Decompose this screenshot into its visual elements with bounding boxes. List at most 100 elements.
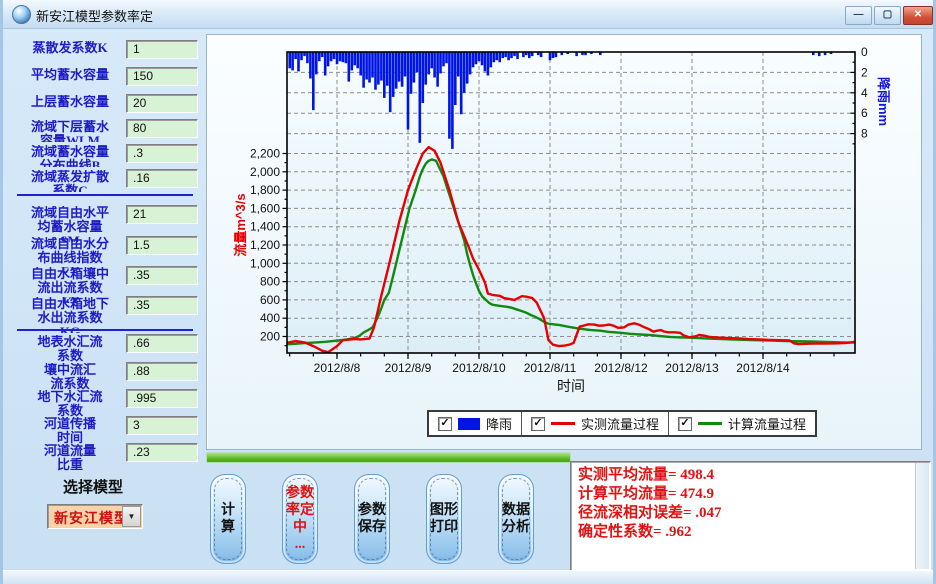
param-label-line: 流域蓄水容量 bbox=[30, 145, 109, 159]
legend-label: 计算流量过程 bbox=[728, 417, 807, 432]
param-label-line: 自由水箱壤中 bbox=[30, 267, 109, 281]
param-label-line: 蒸散发系数K bbox=[32, 41, 108, 55]
param-label-line: 流系数 bbox=[50, 376, 90, 391]
results-text: 实测平均流量= 498.4 计算平均流量= 474.9 径流深相对误差= .047 确… bbox=[578, 466, 912, 542]
param-input-C[interactable]: .16 bbox=[126, 169, 198, 188]
plot-area bbox=[287, 52, 855, 353]
param-label-line: 河道传播 bbox=[43, 417, 96, 431]
observed-flow-line bbox=[286, 145, 855, 354]
param-input-SM[interactable]: 21 bbox=[126, 205, 198, 224]
line-marker-icon bbox=[551, 422, 576, 425]
param-label-line: KG bbox=[59, 324, 81, 334]
param-input-KI[interactable]: .35 bbox=[126, 266, 198, 285]
button-label-line: 参数 bbox=[358, 503, 386, 518]
param-label-CG: 地下水汇流 系数 bbox=[17, 390, 123, 418]
param-input-CR[interactable]: .23 bbox=[126, 443, 198, 462]
calculated-flow-line bbox=[286, 158, 855, 346]
close-button[interactable]: ✕ bbox=[903, 6, 933, 25]
param-input-CI[interactable]: .88 bbox=[126, 362, 198, 381]
button-focus-ring bbox=[286, 478, 314, 560]
param-label-line: 地下水汇流 bbox=[37, 390, 103, 404]
button-label-line: 算 bbox=[221, 520, 235, 535]
param-label-line: 河道流量 bbox=[43, 444, 96, 458]
svg-text:8: 8 bbox=[861, 127, 868, 141]
param-label-line: 上层蓄水容量 bbox=[30, 95, 109, 109]
x-axis-title: 时间 bbox=[557, 378, 585, 394]
param-input-WM[interactable]: 150 bbox=[126, 67, 198, 86]
save-button[interactable]: 参数 保存 bbox=[354, 474, 390, 564]
param-input-KG[interactable]: .35 bbox=[126, 296, 198, 315]
calc-button[interactable]: 计算 bbox=[210, 474, 246, 564]
result-line: 径流深相对误差= .047 bbox=[578, 505, 722, 521]
param-label-line: 壤中流汇 bbox=[43, 363, 96, 377]
param-label-line: 系数 bbox=[56, 403, 83, 418]
svg-text:1,200: 1,200 bbox=[250, 238, 280, 252]
svg-text:2012/8/9: 2012/8/9 bbox=[385, 361, 432, 375]
param-label-C: 流域蒸发扩散 系数C bbox=[17, 170, 123, 192]
param-label-line: 流域下层蓄水 bbox=[30, 120, 109, 134]
app-icon bbox=[12, 5, 31, 24]
results-textbox[interactable]: 实测平均流量= 498.4 计算平均流量= 474.9 径流深相对误差= .047 确… bbox=[570, 461, 931, 571]
chevron-down-icon[interactable]: ▼ bbox=[122, 506, 141, 527]
svg-text:2: 2 bbox=[861, 65, 868, 79]
legend-item-2: ✓ 实测流量过程 bbox=[521, 412, 668, 435]
param-label-line: KI bbox=[62, 294, 78, 304]
checkbox-icon[interactable]: ✓ bbox=[531, 416, 546, 431]
param-label-EX: 流域自由水分 布曲线指数 EX bbox=[17, 237, 123, 273]
param-label-WM: 平均蓄水容量 bbox=[17, 68, 123, 82]
rain-axis-title: 降雨mm bbox=[876, 77, 891, 126]
result-line: 计算平均流量= 474.9 bbox=[578, 486, 715, 502]
param-label-line: 流域蒸发扩散 bbox=[30, 170, 109, 184]
param-label-WUM: 上层蓄水容量 bbox=[17, 95, 123, 109]
minimize-button[interactable]: — bbox=[845, 6, 872, 25]
separator-line bbox=[17, 194, 193, 196]
param-label-line: 系数 bbox=[56, 348, 83, 363]
param-input-CG[interactable]: .995 bbox=[126, 389, 198, 408]
window-title: 新安江模型参数率定 bbox=[36, 9, 154, 24]
svg-text:0: 0 bbox=[861, 45, 868, 59]
button-focus-ring bbox=[430, 478, 458, 560]
param-input-EX[interactable]: 1.5 bbox=[126, 236, 198, 255]
svg-text:400: 400 bbox=[260, 311, 280, 325]
svg-text:2012/8/13: 2012/8/13 bbox=[665, 361, 719, 375]
param-input-WLM[interactable]: 80 bbox=[126, 119, 198, 138]
svg-text:800: 800 bbox=[260, 275, 280, 289]
param-input-B[interactable]: .3 bbox=[126, 144, 198, 163]
param-label-line: 流出流系数 bbox=[37, 280, 103, 295]
axis-ticks bbox=[282, 51, 855, 359]
svg-text:2012/8/10: 2012/8/10 bbox=[452, 361, 506, 375]
param-label-line: 容量WLM bbox=[40, 133, 100, 143]
param-label-line: 比重 bbox=[56, 457, 83, 472]
analyze-button[interactable]: 数据 分析 bbox=[498, 474, 534, 564]
calib-button[interactable]: 参数 率定中... bbox=[282, 474, 318, 564]
param-label-KG: 自由水箱地下 水出流系数 KG bbox=[17, 297, 123, 333]
svg-text:1,800: 1,800 bbox=[250, 183, 280, 197]
results-scrollbar[interactable] bbox=[915, 463, 929, 569]
rain-bars bbox=[288, 52, 833, 149]
checkbox-icon[interactable]: ✓ bbox=[438, 416, 452, 431]
hydrograph-chart: 200 400 600 800 1,000 1,200 1,400 1,600 1,800 2,0… bbox=[233, 45, 891, 394]
chart-panel: 200 400 600 800 1,000 1,200 1,400 1,600 1,800 2,0… bbox=[206, 34, 922, 450]
gridlines bbox=[287, 52, 855, 353]
print-button[interactable]: 图形 打印 bbox=[426, 474, 462, 564]
param-label-line: 系数C bbox=[52, 183, 88, 193]
param-input-LAG[interactable]: 3 bbox=[126, 416, 198, 435]
checkbox-icon[interactable]: ✓ bbox=[678, 416, 693, 431]
param-label-B: 流域蓄水容量 分布曲线B bbox=[17, 145, 123, 167]
param-label-line: 时间 bbox=[56, 430, 83, 445]
legend-item-3: ✓ 计算流量过程 bbox=[668, 412, 815, 435]
progress-bar bbox=[206, 452, 571, 463]
result-line: 确定性系数= .962 bbox=[578, 524, 692, 540]
param-input-CS[interactable]: .66 bbox=[126, 334, 198, 353]
param-input-K[interactable]: 1 bbox=[126, 40, 198, 59]
model-select-dropdown[interactable]: 新安江模型 ▼ bbox=[47, 504, 143, 529]
line-marker-icon bbox=[698, 422, 723, 425]
svg-text:1,000: 1,000 bbox=[250, 256, 280, 270]
svg-text:2,000: 2,000 bbox=[250, 165, 280, 179]
param-label-line: 平均蓄水容量 bbox=[30, 68, 109, 82]
param-input-WUM[interactable]: 20 bbox=[126, 94, 198, 113]
svg-text:1,600: 1,600 bbox=[250, 201, 280, 215]
param-label-line: 自由水箱地下 bbox=[30, 297, 109, 311]
maximize-button[interactable]: ▢ bbox=[874, 6, 901, 25]
